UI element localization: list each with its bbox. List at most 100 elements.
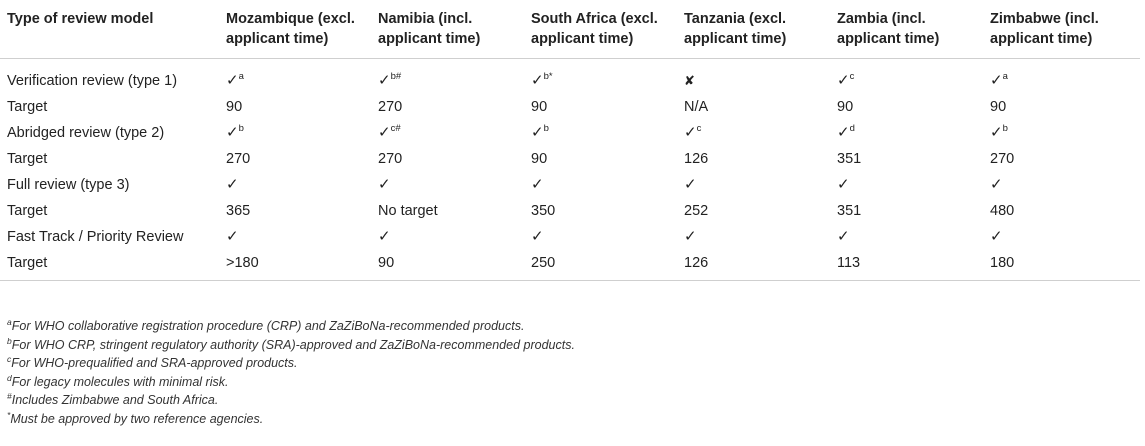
header-cell-zambia: Zambia (incl. applicant time) bbox=[831, 0, 984, 59]
target-value: 90 bbox=[531, 151, 548, 167]
footnote-marker: c bbox=[7, 353, 12, 364]
target-value: >180 bbox=[220, 250, 372, 281]
target-value: 126 bbox=[684, 151, 709, 167]
table-cell: ✓b bbox=[984, 120, 1140, 146]
cross-icon: ✘ bbox=[684, 73, 695, 88]
check-icon: ✓ bbox=[378, 176, 391, 193]
header-cell-mozambique: Mozambique (excl. applicant time) bbox=[220, 0, 372, 59]
footnote: cFor WHO-prequalified and SRA-approved p… bbox=[7, 354, 575, 373]
table-cell: ✓ bbox=[525, 172, 678, 198]
target-value: 90 bbox=[990, 99, 1007, 115]
header-cell-south-africa: South Africa (excl. applicant time) bbox=[525, 0, 678, 59]
table-cell: ✓ bbox=[372, 172, 525, 198]
table-cell: ✓ bbox=[220, 172, 372, 198]
row-label: Target bbox=[7, 151, 48, 167]
footnote-marker: b bbox=[238, 123, 244, 135]
review-models-table: Type of review model Mozambique (excl. a… bbox=[0, 0, 1140, 281]
table-cell: ✓b bbox=[525, 120, 678, 146]
header-cell-review-type: Type of review model bbox=[0, 0, 220, 59]
target-value: 90 bbox=[837, 99, 854, 115]
target-value: 126 bbox=[678, 250, 831, 281]
table-cell: ✓b bbox=[220, 120, 372, 146]
footnote-marker: b bbox=[7, 335, 12, 346]
target-value: 351 bbox=[837, 151, 862, 167]
table-cell: ✘ bbox=[678, 59, 831, 95]
footnote-marker: b bbox=[1002, 123, 1008, 135]
row-label: Target bbox=[7, 203, 48, 219]
footnote: dFor legacy molecules with minimal risk. bbox=[7, 373, 575, 392]
check-icon: ✓ bbox=[837, 228, 850, 245]
check-icon: ✓ bbox=[837, 176, 850, 193]
check-icon: ✓ bbox=[531, 72, 544, 89]
table-row: Target 90 270 90 N/A 90 90 bbox=[0, 94, 1140, 120]
table-header: Type of review model Mozambique (excl. a… bbox=[0, 0, 1140, 59]
target-value: No target bbox=[378, 203, 438, 219]
table-body: Verification review (type 1) ✓a ✓b# ✓b* ✘ ✓c ✓… bbox=[0, 59, 1140, 281]
target-value: 270 bbox=[226, 151, 251, 167]
table-cell: ✓ bbox=[678, 224, 831, 250]
footnote-marker: d bbox=[849, 123, 855, 135]
check-icon: ✓ bbox=[226, 72, 239, 89]
row-label: Verification review (type 1) bbox=[7, 73, 178, 89]
table-row: Verification review (type 1) ✓a ✓b# ✓b* ✘ ✓c ✓… bbox=[0, 59, 1140, 95]
header-cell-tanzania: Tanzania (excl. applicant time) bbox=[678, 0, 831, 59]
table-cell: ✓ bbox=[831, 224, 984, 250]
footnote-text: Must be approved by two reference agenci… bbox=[10, 411, 264, 426]
target-value: 480 bbox=[990, 203, 1015, 219]
target-value: 90 bbox=[372, 250, 525, 281]
table-cell: ✓ bbox=[678, 172, 831, 198]
footnote-marker: c# bbox=[390, 123, 401, 135]
target-value: 365 bbox=[226, 203, 251, 219]
check-icon: ✓ bbox=[226, 228, 239, 245]
footnote-text: For WHO-prequalified and SRA-approved pr… bbox=[11, 356, 298, 370]
check-icon: ✓ bbox=[684, 176, 697, 193]
table-cell: ✓a bbox=[984, 59, 1140, 95]
table-cell: ✓c# bbox=[372, 120, 525, 146]
footnote-text: For legacy molecules with minimal risk. bbox=[11, 374, 229, 389]
footnote-marker: b bbox=[543, 123, 549, 135]
table-footnotes: aFor WHO collaborative registration proc… bbox=[7, 317, 575, 428]
footnote-marker: # bbox=[7, 390, 12, 401]
footnote-marker: a bbox=[1002, 71, 1008, 83]
footnote-marker: a bbox=[7, 316, 12, 327]
table-cell: ✓c bbox=[678, 120, 831, 146]
target-value: 252 bbox=[684, 203, 709, 219]
target-value: 270 bbox=[990, 151, 1015, 167]
table-cell: ✓ bbox=[220, 224, 372, 250]
target-value: 270 bbox=[378, 151, 403, 167]
footnote-text: Includes Zimbabwe and South Africa. bbox=[11, 393, 219, 407]
footnote-marker: b# bbox=[390, 71, 402, 83]
table-cell: ✓c bbox=[831, 59, 984, 95]
footnote-marker: c bbox=[696, 123, 702, 135]
row-label: Full review (type 3) bbox=[7, 177, 130, 193]
table-cell: ✓ bbox=[984, 224, 1140, 250]
footnote: #Includes Zimbabwe and South Africa. bbox=[7, 391, 575, 410]
check-icon: ✓ bbox=[378, 72, 391, 89]
target-value: 90 bbox=[531, 99, 548, 115]
check-icon: ✓ bbox=[684, 124, 697, 141]
check-icon: ✓ bbox=[990, 124, 1003, 141]
check-icon: ✓ bbox=[837, 124, 850, 141]
table-cell: ✓ bbox=[831, 172, 984, 198]
check-icon: ✓ bbox=[226, 176, 239, 193]
check-icon: ✓ bbox=[531, 228, 544, 245]
footnote-marker: c bbox=[849, 71, 855, 83]
target-value: 113 bbox=[831, 250, 984, 281]
check-icon: ✓ bbox=[531, 176, 544, 193]
table-cell: ✓ bbox=[525, 224, 678, 250]
table-row: Abridged review (type 2) ✓b ✓c# ✓b ✓c ✓d ✓b bbox=[0, 120, 1140, 146]
target-value: 350 bbox=[531, 203, 556, 219]
footnote-text: For WHO collaborative registration proce… bbox=[11, 319, 525, 333]
check-icon: ✓ bbox=[531, 124, 544, 141]
target-value: 180 bbox=[984, 250, 1140, 281]
row-label: Fast Track / Priority Review bbox=[7, 229, 184, 245]
table-row: Full review (type 3) ✓ ✓ ✓ ✓ ✓ ✓ bbox=[0, 172, 1140, 198]
check-icon: ✓ bbox=[990, 228, 1003, 245]
footnote-marker: * bbox=[7, 409, 11, 420]
check-icon: ✓ bbox=[990, 176, 1003, 193]
footnote-marker: d bbox=[7, 372, 12, 383]
target-value: 351 bbox=[837, 203, 862, 219]
header-row: Type of review model Mozambique (excl. a… bbox=[0, 0, 1140, 59]
footnote-marker: b* bbox=[543, 71, 553, 83]
